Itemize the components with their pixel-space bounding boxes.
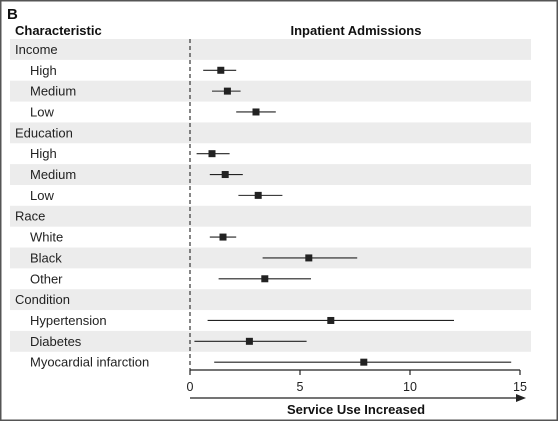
point-estimate xyxy=(219,233,227,241)
x-axis: 0 5 10 15 xyxy=(187,369,527,394)
plot-marks xyxy=(194,66,512,366)
chart-title: Inpatient Admissions xyxy=(291,23,422,38)
row-stripe xyxy=(10,39,531,60)
group-label: Income xyxy=(15,42,58,57)
point-estimate xyxy=(208,150,216,158)
x-tick-label: 10 xyxy=(403,380,417,394)
row-stripe xyxy=(10,164,531,185)
increase-arrowhead xyxy=(516,394,526,402)
characteristic-header: Characteristic xyxy=(15,23,102,38)
row-label: Other xyxy=(30,271,63,286)
row-label: High xyxy=(30,146,57,161)
point-estimate xyxy=(360,358,368,366)
group-label: Condition xyxy=(15,292,70,307)
x-tick-label: 15 xyxy=(513,380,527,394)
row-label: Medium xyxy=(30,84,76,99)
point-estimate xyxy=(245,337,253,345)
point-estimate xyxy=(221,171,229,179)
row-label: Diabetes xyxy=(30,334,82,349)
point-estimate xyxy=(327,316,335,324)
row-label: White xyxy=(30,230,63,245)
row-label: Medium xyxy=(30,167,76,182)
row-stripe xyxy=(10,289,531,311)
row-stripe xyxy=(10,80,531,102)
point-estimate xyxy=(305,254,313,262)
group-label: Education xyxy=(15,125,73,140)
x-tick-label: 5 xyxy=(297,380,304,394)
x-tick-label: 0 xyxy=(187,380,194,394)
x-axis-label: Service Use Increased xyxy=(287,402,425,417)
panel-label: B xyxy=(7,6,18,23)
row-labels: Income High Medium Low Education High Medium Lo… xyxy=(15,42,149,370)
point-estimate xyxy=(217,66,225,74)
row-backgrounds xyxy=(10,39,531,352)
row-stripe xyxy=(10,122,531,144)
row-stripe xyxy=(10,205,531,227)
row-label: High xyxy=(30,63,57,78)
row-label: Hypertension xyxy=(30,313,107,328)
row-label: Low xyxy=(30,188,54,203)
row-label: Black xyxy=(30,250,62,265)
point-estimate xyxy=(254,191,262,199)
point-estimate xyxy=(252,108,260,116)
row-label: Low xyxy=(30,104,54,119)
group-label: Race xyxy=(15,209,45,224)
point-estimate xyxy=(261,275,269,283)
point-estimate xyxy=(223,87,231,95)
row-label: Myocardial infarction xyxy=(30,355,149,370)
